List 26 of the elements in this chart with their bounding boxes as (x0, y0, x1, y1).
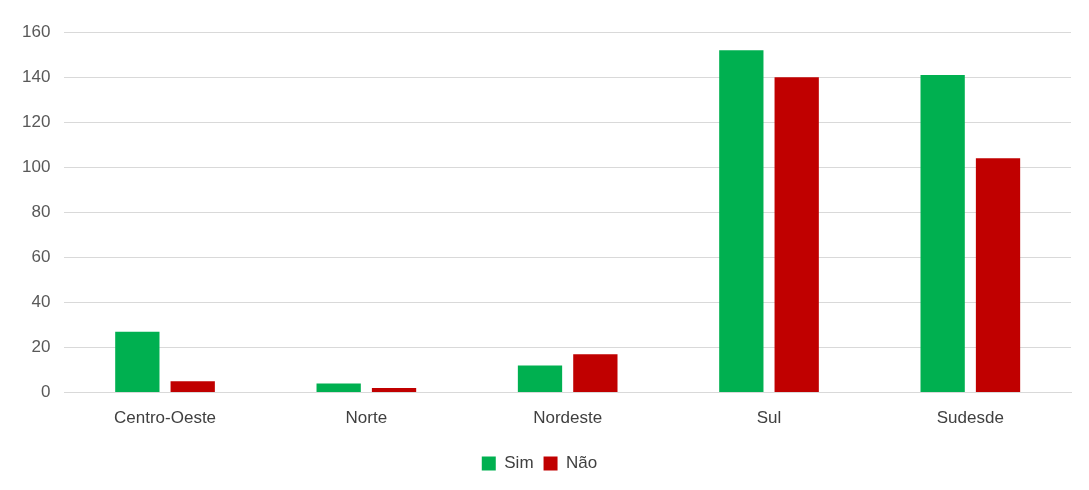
legend-label: Sim (504, 453, 534, 473)
y-tick-label: 20 (31, 337, 51, 357)
y-tick-label: 160 (21, 21, 51, 41)
x-tick-label: Norte (345, 408, 388, 428)
y-tick-label: 40 (31, 292, 51, 312)
bar (170, 381, 215, 393)
x-tick-label: Sudesde (936, 408, 1004, 428)
bar (517, 365, 563, 393)
y-tick-label: 140 (21, 66, 51, 86)
bar (774, 77, 819, 393)
bar (719, 50, 764, 393)
y-tick-label: 60 (31, 247, 51, 267)
y-tick-label: 80 (31, 202, 51, 222)
x-tick-label: Sul (756, 408, 782, 428)
x-tick-label: Centro-Oeste (114, 408, 217, 428)
bar (573, 354, 618, 393)
y-tick-label: 120 (21, 111, 51, 131)
bar (975, 158, 1021, 393)
bar (316, 383, 361, 393)
bar (920, 75, 965, 393)
y-tick-label: 0 (40, 382, 51, 402)
bar (115, 331, 160, 393)
x-tick-label: Nordeste (533, 408, 603, 428)
bar (371, 388, 417, 393)
y-tick-label: 100 (21, 157, 51, 177)
legend-label: Não (566, 453, 598, 473)
